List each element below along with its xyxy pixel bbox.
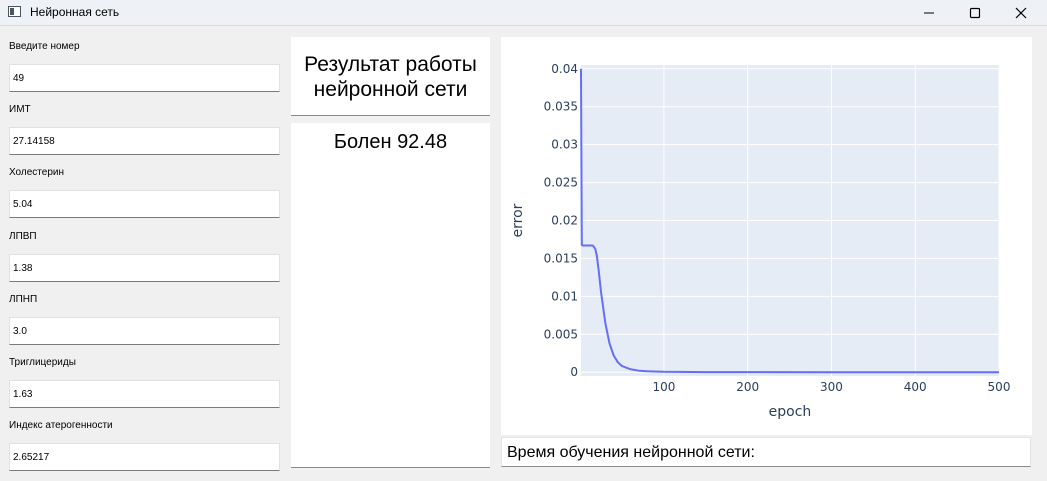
field-label-number: Введите номер — [9, 41, 80, 52]
maximize-button[interactable] — [952, 0, 998, 25]
y-tick-label: 0.035 — [544, 100, 578, 114]
bmi-input[interactable] — [9, 127, 280, 155]
hdl-input[interactable] — [9, 254, 280, 282]
field-label-atherogenic-index: Индекс атерогенности — [9, 420, 113, 431]
result-value-panel: Болен 92.48 — [291, 123, 490, 468]
y-axis-label: error — [510, 203, 526, 237]
training-time-panel: Время обучения нейронной сети: — [501, 437, 1031, 467]
maximize-icon — [969, 7, 981, 18]
atherogenic-index-input[interactable] — [9, 443, 280, 471]
y-tick-label: 0.03 — [551, 138, 578, 152]
cholesterol-input[interactable] — [9, 190, 280, 218]
result-title-panel: Результат работы нейронной сети — [291, 37, 490, 116]
x-tick-label: 400 — [904, 380, 927, 394]
x-tick-label: 200 — [736, 380, 759, 394]
ldl-input[interactable] — [9, 317, 280, 345]
field-label-ldl: ЛПНП — [9, 294, 38, 305]
window-title: Нейронная сеть — [30, 5, 120, 19]
y-tick-label: 0.04 — [551, 62, 578, 76]
error-chart: 100 200 300 400 500 0 0.005 0.01 0.015 0.02 0.025 0… — [510, 62, 1011, 420]
x-tick-label: 300 — [820, 380, 843, 394]
triglycerides-input[interactable] — [9, 380, 280, 408]
number-input[interactable] — [9, 64, 280, 92]
field-label-bmi: ИМТ — [9, 104, 31, 115]
app-icon — [8, 6, 21, 17]
close-button[interactable] — [998, 0, 1044, 25]
y-tick-label: 0.005 — [544, 327, 578, 341]
y-tick-label: 0.01 — [551, 289, 578, 303]
field-label-triglycerides: Триглицериды — [9, 357, 76, 368]
x-tick-label: 500 — [988, 380, 1011, 394]
x-tick-label: 100 — [652, 380, 675, 394]
y-tick-label: 0.015 — [544, 251, 578, 265]
title-bar: Нейронная сеть — [0, 0, 1047, 26]
y-tick-label: 0.025 — [544, 176, 578, 190]
chart-panel: 100 200 300 400 500 0 0.005 0.01 0.015 0.02 0.025 0… — [501, 37, 1032, 435]
y-tick-label: 0.02 — [551, 214, 578, 228]
minimize-icon — [924, 12, 934, 13]
field-label-cholesterol: Холестерин — [9, 167, 64, 178]
close-icon — [1015, 7, 1027, 18]
minimize-button[interactable] — [906, 0, 952, 25]
error-line — [580, 68, 999, 374]
result-title: Результат работы нейронной сети — [304, 53, 477, 101]
y-tick-label: 0 — [570, 365, 578, 379]
training-time-label: Время обучения нейронной сети: — [507, 444, 755, 461]
field-label-hdl: ЛПВП — [9, 231, 37, 242]
x-axis-label: epoch — [769, 404, 812, 420]
result-value: Болен 92.48 — [333, 131, 448, 153]
